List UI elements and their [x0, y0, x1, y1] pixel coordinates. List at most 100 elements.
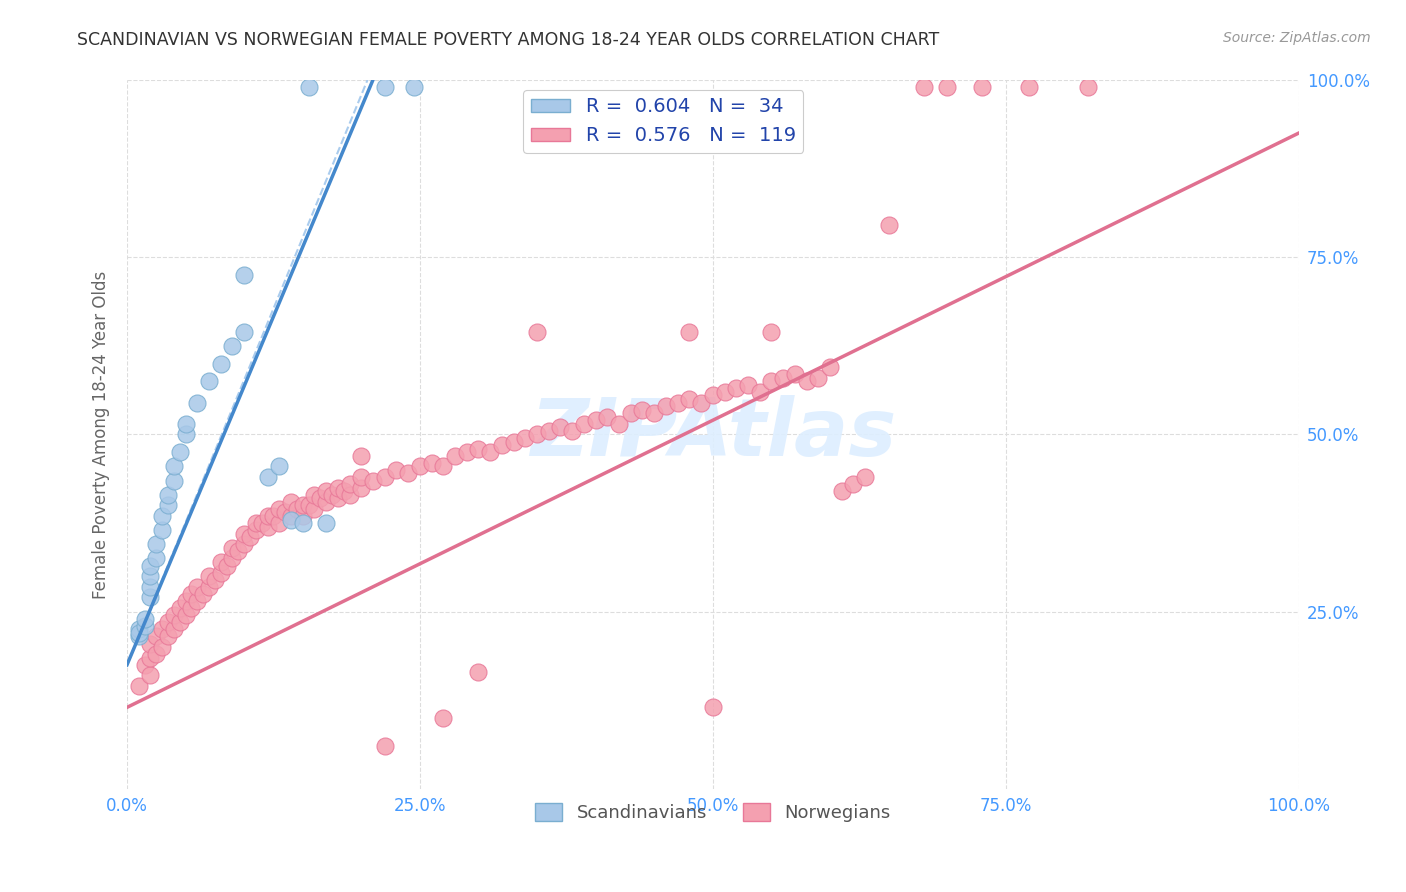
Point — [678, 325, 700, 339]
Point — [761, 325, 783, 339]
Point — [256, 470, 278, 484]
Point — [156, 615, 179, 630]
Point — [690, 395, 713, 409]
Point — [134, 612, 156, 626]
Point — [796, 374, 818, 388]
Point — [350, 481, 373, 495]
Point — [877, 219, 900, 233]
Point — [537, 424, 560, 438]
Text: ZIPAtlas: ZIPAtlas — [530, 395, 896, 474]
Point — [186, 395, 208, 409]
Point — [502, 434, 524, 449]
Point — [280, 512, 302, 526]
Point — [204, 573, 226, 587]
Point — [432, 711, 454, 725]
Legend: Scandinavians, Norwegians: Scandinavians, Norwegians — [527, 796, 898, 830]
Point — [256, 519, 278, 533]
Point — [128, 626, 150, 640]
Point — [209, 566, 232, 580]
Point — [783, 367, 806, 381]
Point — [128, 630, 150, 644]
Point — [150, 623, 173, 637]
Point — [936, 80, 959, 95]
Point — [737, 377, 759, 392]
Point — [134, 619, 156, 633]
Point — [256, 508, 278, 523]
Point — [134, 657, 156, 672]
Point — [309, 491, 332, 506]
Point — [128, 623, 150, 637]
Point — [180, 587, 202, 601]
Point — [215, 558, 238, 573]
Point — [596, 409, 619, 424]
Point — [226, 544, 249, 558]
Point — [361, 474, 384, 488]
Point — [402, 80, 425, 95]
Point — [315, 484, 337, 499]
Point — [374, 470, 396, 484]
Point — [245, 516, 267, 530]
Point — [713, 384, 735, 399]
Point — [291, 508, 314, 523]
Point — [156, 499, 179, 513]
Point — [233, 268, 256, 282]
Point — [145, 647, 167, 661]
Point — [221, 551, 243, 566]
Point — [385, 463, 408, 477]
Point — [285, 501, 308, 516]
Point — [198, 580, 221, 594]
Point — [150, 523, 173, 537]
Point — [655, 399, 678, 413]
Point — [725, 381, 748, 395]
Point — [198, 374, 221, 388]
Point — [169, 615, 191, 630]
Point — [315, 516, 337, 530]
Point — [326, 481, 349, 495]
Point — [174, 594, 197, 608]
Point — [572, 417, 595, 431]
Point — [139, 580, 162, 594]
Point — [128, 679, 150, 693]
Point — [139, 636, 162, 650]
Point — [972, 80, 994, 95]
Point — [807, 370, 830, 384]
Point — [163, 623, 186, 637]
Point — [186, 580, 208, 594]
Point — [479, 445, 502, 459]
Point — [269, 459, 291, 474]
Point — [297, 499, 319, 513]
Point — [409, 459, 432, 474]
Point — [221, 339, 243, 353]
Point — [233, 537, 256, 551]
Point — [304, 488, 326, 502]
Point — [350, 470, 373, 484]
Point — [209, 357, 232, 371]
Point — [350, 449, 373, 463]
Point — [702, 388, 724, 402]
Point — [163, 459, 186, 474]
Y-axis label: Female Poverty Among 18-24 Year Olds: Female Poverty Among 18-24 Year Olds — [93, 270, 110, 599]
Point — [174, 608, 197, 623]
Point — [326, 491, 349, 506]
Point — [291, 499, 314, 513]
Point — [209, 555, 232, 569]
Point — [280, 495, 302, 509]
Point — [772, 370, 794, 384]
Point — [269, 501, 291, 516]
Point — [186, 594, 208, 608]
Point — [561, 424, 583, 438]
Point — [420, 456, 443, 470]
Point — [233, 325, 256, 339]
Point — [198, 569, 221, 583]
Point — [666, 395, 689, 409]
Point — [262, 508, 284, 523]
Point — [150, 640, 173, 654]
Point — [139, 650, 162, 665]
Text: Source: ZipAtlas.com: Source: ZipAtlas.com — [1223, 31, 1371, 45]
Point — [280, 508, 302, 523]
Point — [156, 488, 179, 502]
Point — [269, 516, 291, 530]
Point — [1018, 80, 1040, 95]
Point — [332, 484, 354, 499]
Point — [550, 420, 572, 434]
